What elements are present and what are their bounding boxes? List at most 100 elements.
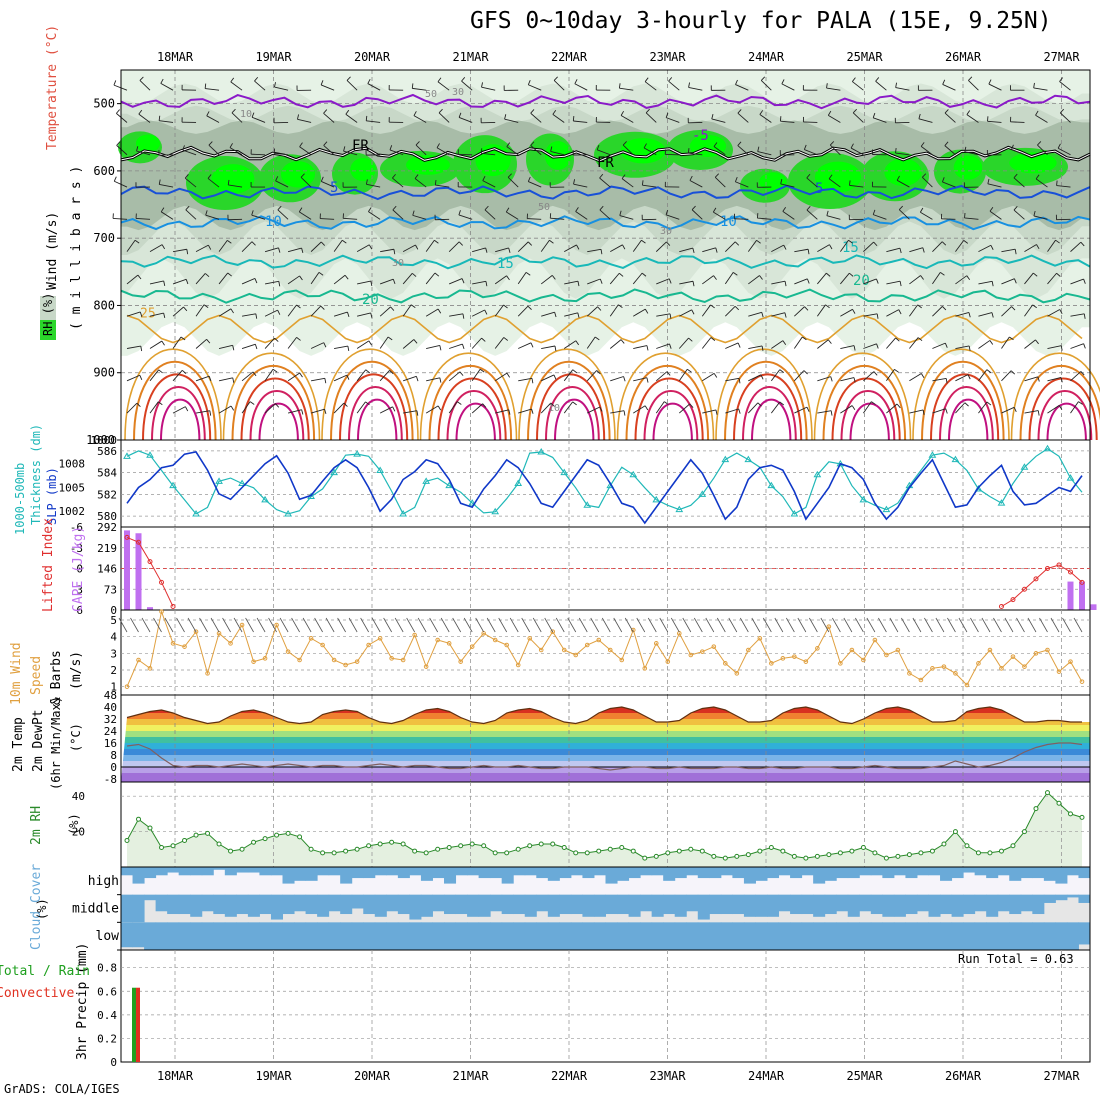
cloud-bar-high (547, 867, 560, 881)
wind-barb (724, 241, 736, 252)
wind-barb (666, 117, 680, 123)
wind-barb-flag (1078, 401, 1083, 405)
wind-barb-flag (347, 345, 350, 352)
wind-barb (357, 280, 371, 285)
wind10m-barb (924, 617, 933, 633)
rh-max-blob (620, 138, 666, 164)
rh2m-marker (941, 841, 947, 847)
ytick-label-precip: 0.8 (97, 962, 117, 975)
wind-barb (1047, 239, 1056, 252)
wind-barb (655, 241, 667, 252)
warm-isotherm (840, 390, 896, 441)
wind-barb-flag (186, 249, 189, 255)
cloud-bar-low (270, 922, 283, 950)
thickness-marker (629, 470, 638, 478)
wind-barb (264, 280, 279, 285)
cloud-level-label: high (88, 874, 119, 889)
wind-barb (1056, 185, 1071, 188)
warm-isotherm (133, 360, 217, 441)
wind10m-barb (440, 617, 450, 633)
cloud-bar-high (824, 867, 837, 881)
ytick-label-cape: 219 (97, 542, 117, 555)
cloud-bar-high (974, 867, 987, 876)
isotherm-line (120, 215, 1091, 231)
rh2m-marker (573, 850, 579, 856)
wind-barb-flag (988, 79, 992, 85)
cloud-bar-middle (178, 894, 191, 915)
cloud-bar-middle (1043, 894, 1056, 903)
temp-band (121, 755, 1090, 761)
cloud-bar-high (317, 867, 330, 876)
cloud-bar-low (593, 922, 606, 950)
cloud-bar-middle (155, 894, 168, 912)
wind-barb-flag (206, 111, 210, 117)
rh2m-axis-label: 2m RH (29, 806, 44, 845)
wind-barb-flag (1080, 371, 1085, 376)
wind10m-barb (486, 617, 496, 633)
wind10m-marker (297, 657, 302, 663)
wind-barb-flag (530, 109, 535, 114)
wind10m-barb (463, 617, 473, 633)
cloud-bar-high (697, 867, 710, 879)
rh2m-marker (630, 848, 636, 854)
ytick-label-cape: 146 (97, 563, 117, 576)
wind10m-barb (325, 617, 335, 633)
wind10m-barb (981, 617, 991, 633)
rh-contour-label: 10 (548, 403, 560, 414)
wind10m-marker (757, 636, 763, 641)
cloud-bar-low (132, 922, 145, 948)
cloud-bar-high (847, 867, 860, 879)
cloud-bar-middle (651, 894, 664, 917)
wind-barb (231, 112, 243, 123)
wind-barb (392, 177, 404, 188)
cloud-bar-high (259, 867, 272, 876)
wind-barb (806, 209, 818, 220)
cloud-bar-low (524, 922, 537, 950)
cloud-bar-low (282, 922, 295, 950)
cloud-bar-high (478, 867, 491, 879)
wind-barb (964, 151, 979, 156)
wind-barb-flag (277, 309, 281, 315)
wind10m-barb (268, 617, 277, 633)
wind-barb-flag (849, 180, 851, 186)
wind10m-barb (901, 617, 910, 633)
wind-barb (320, 84, 335, 91)
wind-barb (507, 176, 519, 188)
wind10m-barb (1050, 617, 1060, 633)
date-label-bottom: 27MAR (1043, 1069, 1080, 1083)
ytick-label-thickness: 580 (97, 510, 117, 523)
cloud-bar-high (940, 867, 953, 881)
wind-barb-flag (895, 337, 900, 342)
wind-barb-flag (803, 144, 807, 150)
wind-barb-flag (759, 275, 763, 280)
wind10m-marker (1045, 647, 1050, 653)
wind-barb-flag (828, 174, 833, 180)
wind-barb (955, 240, 965, 252)
wind-barb (334, 345, 348, 349)
wind-barb-flag (1032, 304, 1037, 309)
cloud-bar-middle (663, 894, 676, 915)
wind-barb (530, 112, 542, 123)
wind10m-marker (412, 632, 417, 638)
wind-barb-flag (205, 210, 208, 216)
wind-barb (149, 244, 163, 253)
rh-label-group: RH (%) (40, 293, 56, 340)
wind-barb (564, 312, 578, 317)
cloud-bar-middle (893, 894, 906, 917)
cloud-bar-low (420, 922, 433, 950)
rh2m-marker (458, 843, 464, 849)
thickness-marker (583, 501, 592, 508)
cloud-bar-middle (1066, 894, 1079, 898)
cloud-bar-middle (940, 894, 953, 915)
wind-barb-flag (715, 247, 718, 253)
wind10m-marker (607, 647, 613, 653)
wind-barb (368, 211, 381, 220)
cloud-bar-low (155, 922, 168, 950)
date-label-top: 18MAR (157, 50, 194, 64)
wind10m-marker (780, 656, 786, 661)
wind-barb (518, 377, 533, 382)
wind-barb-flag (389, 145, 393, 151)
wind-barb-flag (713, 275, 717, 280)
